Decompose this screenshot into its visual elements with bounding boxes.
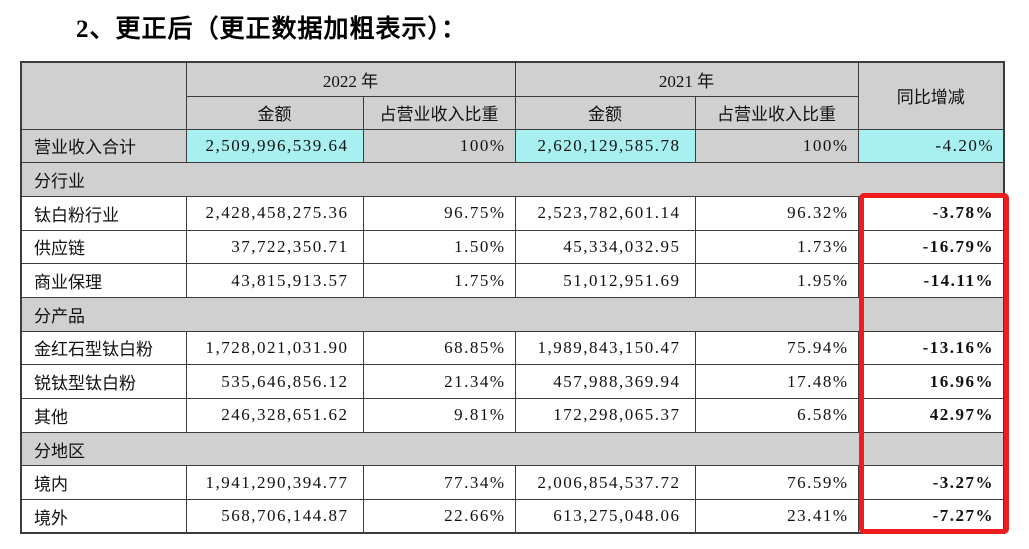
- ratio-2021-cell: 76.59%: [694, 465, 859, 501]
- row-label: 其他: [20, 398, 187, 433]
- ratio-2021-cell: 100%: [694, 128, 859, 164]
- amount-2021-cell: 2,620,129,585.78: [514, 128, 696, 164]
- yoy-cell: -3.27%: [857, 465, 1005, 501]
- header-row-years: 2022 年 2021 年 同比增减: [20, 61, 1005, 130]
- amount-2022-cell: 535,646,856.12: [185, 364, 364, 399]
- row-label: 境内: [20, 465, 187, 501]
- ratio-2021-cell: 6.58%: [694, 398, 859, 433]
- yoy-cell: -4.20%: [857, 128, 1005, 164]
- table-row-total-revenue: 营业收入合计 2,509,996,539.64 100% 2,620,129,5…: [20, 128, 1005, 164]
- amount-2022-cell: 1,941,290,394.77: [185, 465, 364, 501]
- yoy-cell: -14.11%: [857, 263, 1005, 298]
- table-row-overseas: 境外 568,706,144.87 22.66% 613,275,048.06 …: [20, 499, 1005, 534]
- yoy-cell: -7.27%: [857, 499, 1005, 534]
- amount-2021-cell: 1,989,843,150.47: [514, 330, 696, 366]
- ratio-2022-cell: 100%: [362, 128, 516, 164]
- ratio-2021-cell: 96.32%: [694, 195, 859, 231]
- table-row-supply-chain: 供应链 37,722,350.71 1.50% 45,334,032.95 1.…: [20, 229, 1005, 265]
- ratio-2021-cell: 1.95%: [694, 263, 859, 298]
- yoy-cell: -3.78%: [857, 195, 1005, 231]
- ratio-2022-cell: 77.34%: [362, 465, 516, 501]
- yoy-cell: 16.96%: [857, 364, 1005, 399]
- table-row-rutile-titanium-dioxide: 金红石型钛白粉 1,728,021,031.90 68.85% 1,989,84…: [20, 330, 1005, 366]
- row-label: 供应链: [20, 229, 187, 265]
- section-label: 分地区: [20, 431, 1005, 467]
- amount-2022-cell: 2,509,996,539.64: [185, 128, 364, 164]
- ratio-2021-cell: 75.94%: [694, 330, 859, 366]
- header-ratio-2022: 占营业收入比重: [362, 95, 516, 130]
- row-label: 金红石型钛白粉: [20, 330, 187, 366]
- ratio-2022-cell: 1.50%: [362, 229, 516, 265]
- header-amount-2021: 金额: [514, 95, 696, 130]
- table-row-anatase-titanium-dioxide: 锐钛型钛白粉 535,646,856.12 21.34% 457,988,369…: [20, 364, 1005, 399]
- page-title: 2、更正后（更正数据加粗表示）：: [76, 16, 468, 43]
- amount-2021-cell: 172,298,065.37: [514, 398, 696, 433]
- corner-header-cell: [20, 61, 187, 130]
- table-row-other: 其他 246,328,651.62 9.81% 172,298,065.37 6…: [20, 398, 1005, 433]
- section-label: 分行业: [20, 162, 1005, 197]
- row-label: 钛白粉行业: [20, 195, 187, 231]
- yoy-cell: -13.16%: [857, 330, 1005, 366]
- ratio-2022-cell: 9.81%: [362, 398, 516, 433]
- yoy-cell: 42.97%: [857, 398, 1005, 433]
- amount-2021-cell: 457,988,369.94: [514, 364, 696, 399]
- revenue-correction-table: 2022 年 2021 年 同比增减 金额 占营业收入比重 金额 占营业收入比重…: [20, 61, 1005, 535]
- header-year-2021: 2021 年: [514, 61, 859, 97]
- row-label: 境外: [20, 499, 187, 534]
- ratio-2021-cell: 23.41%: [694, 499, 859, 534]
- ratio-2021-cell: 17.48%: [694, 364, 859, 399]
- ratio-2022-cell: 96.75%: [362, 195, 516, 231]
- row-label: 锐钛型钛白粉: [20, 364, 187, 399]
- yoy-cell: -16.79%: [857, 229, 1005, 265]
- table-row-commercial-factoring: 商业保理 43,815,913.57 1.75% 51,012,951.69 1…: [20, 263, 1005, 298]
- amount-2021-cell: 51,012,951.69: [514, 263, 696, 298]
- header-yoy-change: 同比增减: [857, 61, 1005, 130]
- amount-2021-cell: 613,275,048.06: [514, 499, 696, 534]
- ratio-2022-cell: 68.85%: [362, 330, 516, 366]
- amount-2022-cell: 246,328,651.62: [185, 398, 364, 433]
- amount-2022-cell: 568,706,144.87: [185, 499, 364, 534]
- amount-2021-cell: 45,334,032.95: [514, 229, 696, 265]
- ratio-2022-cell: 22.66%: [362, 499, 516, 534]
- amount-2021-cell: 2,523,782,601.14: [514, 195, 696, 231]
- header-ratio-2021: 占营业收入比重: [694, 95, 859, 130]
- table-row-domestic: 境内 1,941,290,394.77 77.34% 2,006,854,537…: [20, 465, 1005, 501]
- amount-2022-cell: 2,428,458,275.36: [185, 195, 364, 231]
- section-row-by-region: 分地区: [20, 431, 1005, 467]
- amount-2022-cell: 37,722,350.71: [185, 229, 364, 265]
- ratio-2021-cell: 1.73%: [694, 229, 859, 265]
- ratio-2022-cell: 21.34%: [362, 364, 516, 399]
- section-label: 分产品: [20, 296, 1005, 332]
- section-row-by-product: 分产品: [20, 296, 1005, 332]
- row-label: 商业保理: [20, 263, 187, 298]
- amount-2022-cell: 43,815,913.57: [185, 263, 364, 298]
- row-label: 营业收入合计: [20, 128, 187, 164]
- header-year-2022: 2022 年: [185, 61, 516, 97]
- ratio-2022-cell: 1.75%: [362, 263, 516, 298]
- amount-2022-cell: 1,728,021,031.90: [185, 330, 364, 366]
- amount-2021-cell: 2,006,854,537.72: [514, 465, 696, 501]
- table-row-titanium-dioxide-industry: 钛白粉行业 2,428,458,275.36 96.75% 2,523,782,…: [20, 195, 1005, 231]
- header-amount-2022: 金额: [185, 95, 364, 130]
- header-row-metrics: 金额 占营业收入比重 金额 占营业收入比重: [21, 95, 1004, 130]
- section-row-by-industry: 分行业: [20, 162, 1005, 197]
